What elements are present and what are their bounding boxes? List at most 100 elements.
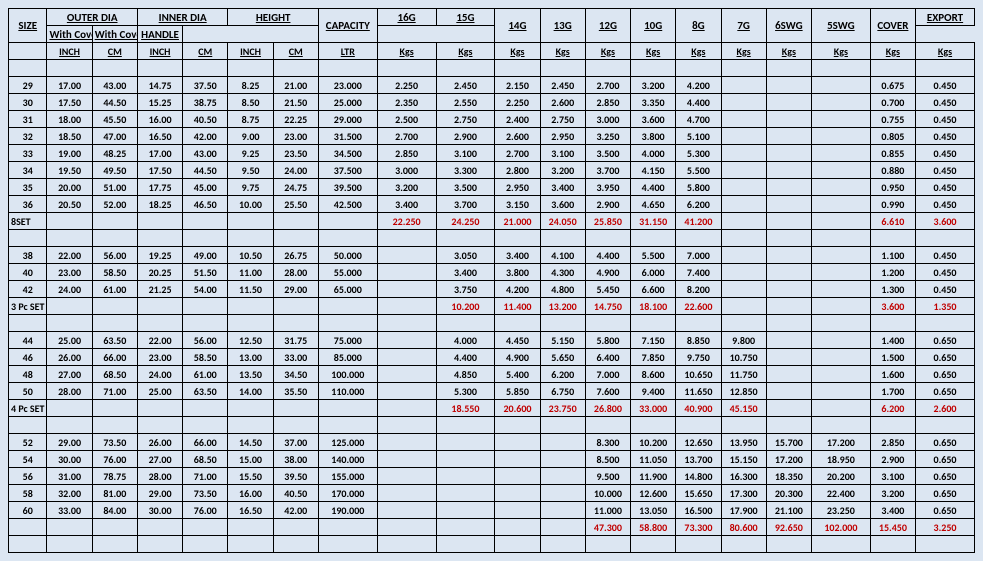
- cell: [377, 366, 436, 383]
- cell: [811, 417, 870, 434]
- cell: 0.650: [916, 451, 975, 468]
- cell: [273, 230, 318, 247]
- cell: 51.00: [92, 179, 137, 196]
- cell: [9, 417, 47, 434]
- cell: 10.50: [228, 247, 273, 264]
- cell: 0.650: [916, 468, 975, 485]
- cell: [766, 366, 811, 383]
- cell: 17.50: [47, 94, 92, 111]
- cell: 2.900: [436, 128, 495, 145]
- cell: [721, 230, 766, 247]
- cell: [137, 230, 182, 247]
- cell: [721, 536, 766, 553]
- cell: 1.700: [870, 383, 915, 400]
- cell: 22.25: [273, 111, 318, 128]
- cell: [721, 213, 766, 230]
- cell: 45.150: [721, 400, 766, 417]
- cell: 2.450: [540, 77, 585, 94]
- cell: 5.300: [436, 383, 495, 400]
- cell: 32: [9, 128, 47, 145]
- cell: 10.750: [721, 349, 766, 366]
- cell: [766, 400, 811, 417]
- cell: 8.850: [676, 332, 721, 349]
- cell: 31: [9, 111, 47, 128]
- spec-table: SIZE OUTER DIA INNER DIA HEIGHT CAPACITY…: [8, 8, 975, 553]
- cell: 46: [9, 349, 47, 366]
- cell: [916, 230, 975, 247]
- cell: [377, 502, 436, 519]
- cell: 63.50: [183, 383, 228, 400]
- cell: 23.00: [137, 349, 182, 366]
- cell: [811, 60, 870, 77]
- cell: [377, 281, 436, 298]
- cell: [273, 519, 318, 536]
- cell: [540, 536, 585, 553]
- cell: 58.50: [92, 264, 137, 281]
- cell: 2.850: [377, 145, 436, 162]
- cell: 33.000: [631, 400, 676, 417]
- cell: [811, 349, 870, 366]
- cell: 3.500: [436, 179, 495, 196]
- cell: [273, 536, 318, 553]
- cell: 26.800: [585, 400, 630, 417]
- sub-header: Kgs: [721, 43, 766, 60]
- blank-row: [9, 230, 975, 247]
- cell: 92.650: [766, 519, 811, 536]
- cell: 12.50: [228, 332, 273, 349]
- cell: 6.200: [676, 196, 721, 213]
- cell: 76.00: [183, 502, 228, 519]
- sub-header: CM: [273, 43, 318, 60]
- cell: [9, 536, 47, 553]
- cell: 2.800: [495, 162, 540, 179]
- table-row: 4023.0058.5020.2551.5011.0028.0055.0003.…: [9, 264, 975, 281]
- cell: 5.800: [585, 332, 630, 349]
- cell: 110.000: [318, 383, 377, 400]
- cell: [766, 247, 811, 264]
- cell: 0.450: [916, 179, 975, 196]
- cell: 3.250: [916, 519, 975, 536]
- cell: 26.00: [137, 434, 182, 451]
- cell: 29.00: [47, 434, 92, 451]
- cell: 28.00: [47, 383, 92, 400]
- cell: 18.350: [766, 468, 811, 485]
- cell: [377, 247, 436, 264]
- cell: 40.50: [273, 485, 318, 502]
- cell: [183, 60, 228, 77]
- cell: [811, 264, 870, 281]
- cell: [377, 383, 436, 400]
- cell: 0.450: [916, 145, 975, 162]
- cell: 21.50: [273, 94, 318, 111]
- table-header: SIZE OUTER DIA INNER DIA HEIGHT CAPACITY…: [9, 9, 975, 60]
- cell: 2.150: [495, 77, 540, 94]
- cell: 17.200: [811, 434, 870, 451]
- cell: 2.850: [870, 434, 915, 451]
- cell: [811, 281, 870, 298]
- cell: 37.500: [318, 162, 377, 179]
- cell: 68.50: [183, 451, 228, 468]
- cell: 2.600: [540, 94, 585, 111]
- cell: 38.75: [183, 94, 228, 111]
- cell: 55.000: [318, 264, 377, 281]
- cell: [676, 315, 721, 332]
- cell: 155.000: [318, 468, 377, 485]
- cell: [495, 502, 540, 519]
- cell: 5.450: [585, 281, 630, 298]
- cell: [766, 213, 811, 230]
- cell: 3.600: [540, 196, 585, 213]
- cell: [585, 536, 630, 553]
- cell: [766, 536, 811, 553]
- cell: 3.100: [540, 145, 585, 162]
- cell: [721, 196, 766, 213]
- cell: [228, 213, 273, 230]
- cell: 13.50: [228, 366, 273, 383]
- cell: [92, 230, 137, 247]
- cell: 25.50: [273, 196, 318, 213]
- cell: 35: [9, 179, 47, 196]
- cell: [916, 60, 975, 77]
- cell: 80.600: [721, 519, 766, 536]
- cell: [436, 434, 495, 451]
- cell: 40.900: [676, 400, 721, 417]
- cell: 3.950: [585, 179, 630, 196]
- cell: 12.600: [631, 485, 676, 502]
- table-body: 2917.0043.0014.7537.508.2521.0023.0002.2…: [9, 60, 975, 553]
